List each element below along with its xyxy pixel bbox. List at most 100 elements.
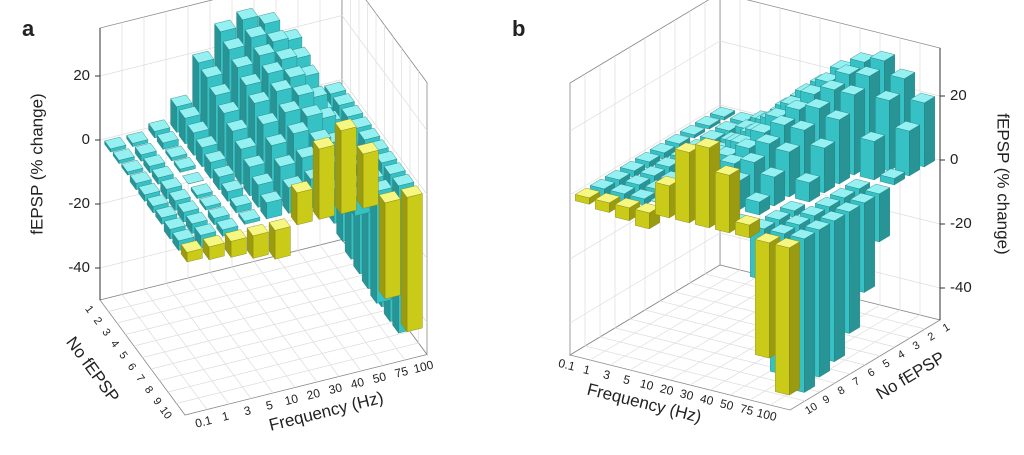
bar [180,240,203,263]
bar-side [312,140,320,221]
bar-top [789,228,816,240]
bar-top [859,131,886,142]
floor-grid [165,11,252,399]
x-tick-label: 3 [243,403,253,418]
bar [694,115,721,130]
bar-front [695,144,710,229]
bar-top [275,47,298,61]
bar [834,201,861,334]
bar [238,209,261,226]
y-tick-label: 4 [896,348,907,361]
bar-top [400,185,423,198]
y-tick-label: 7 [851,375,862,388]
bar-top [170,94,193,108]
bar [173,157,196,174]
bar-top [769,115,796,126]
bar-top [734,215,761,226]
bar-top [270,79,293,92]
bar-top [112,148,135,161]
bar-top [172,228,195,242]
bar-top [178,106,201,119]
bar-top [156,130,179,144]
panel-label: a [22,16,35,41]
z-tick-label: 20 [950,87,967,104]
bar-top [879,168,906,179]
grid-line [341,79,428,195]
bar [649,142,676,160]
y-tick-label: 8 [836,384,847,397]
y-tick-label: 10 [157,405,174,422]
x-tick-label: 1 [221,409,231,424]
x-tick-label: 75 [393,364,410,381]
y-tick-label: 8 [142,384,155,396]
bar-top [216,217,239,231]
x-tick-label: 50 [719,396,736,413]
bar-front [655,182,670,219]
bar-side [819,223,830,378]
z-axis-title: fEPSP (% change) [994,113,1013,254]
bar [165,145,188,162]
x-tick-label: 40 [349,375,366,392]
bar [112,148,135,165]
y-tick-label: 5 [116,350,129,362]
grid-line [569,232,721,324]
bar-top [819,210,846,222]
bar-top [375,150,398,164]
bar-top [204,150,227,163]
bar [182,171,205,185]
bar-top [804,219,831,231]
bar-top [864,183,891,195]
floor-grid [599,65,821,393]
bar [229,194,252,214]
floor-grid [176,71,419,404]
x-tick-label: 0.1 [194,413,214,431]
floor-grid [584,74,806,402]
bar-front [274,226,291,260]
bar [619,160,646,178]
bar-top [869,50,896,62]
bar-top [844,178,871,190]
bar-top [744,192,771,203]
y-tick-label: 6 [866,366,877,379]
bar-top [624,174,651,186]
bar-top [664,133,691,145]
bar-top [834,201,861,213]
bar [714,165,741,234]
z-tick-label: 20 [73,67,90,84]
x-tick-label: 10 [283,391,300,408]
x-tick-label: 30 [327,380,344,397]
bar-top [177,200,200,213]
y-tick-label: 2 [926,330,937,343]
bar-top [604,169,631,181]
bar [574,187,601,205]
bar [199,194,222,211]
bar-top [709,106,736,118]
bar-top [290,180,313,194]
bar [694,137,721,229]
bar-top [199,194,222,208]
y-tick-label: 10 [803,401,820,418]
bar-top [143,154,166,167]
bar [894,121,921,177]
bar-top [234,137,257,150]
bar-top [217,101,240,114]
bar-side [864,196,875,293]
y-tick-label: 1 [82,304,95,316]
bar-top [190,183,213,196]
x-tick-label: 75 [739,401,756,418]
bar-top [629,188,656,200]
bar [148,119,171,139]
bar-top [173,157,196,170]
bar-top [849,52,876,63]
bar-top [719,153,746,165]
bar-top [634,151,661,163]
bar-top [168,188,191,202]
bar-top [192,50,215,64]
bar [312,136,335,221]
bar-top [209,83,232,96]
bar-top [260,190,283,204]
bar-top [180,240,203,253]
bar-top [146,194,169,207]
x-tick-label: 10 [639,376,656,393]
bar-front [252,231,269,259]
